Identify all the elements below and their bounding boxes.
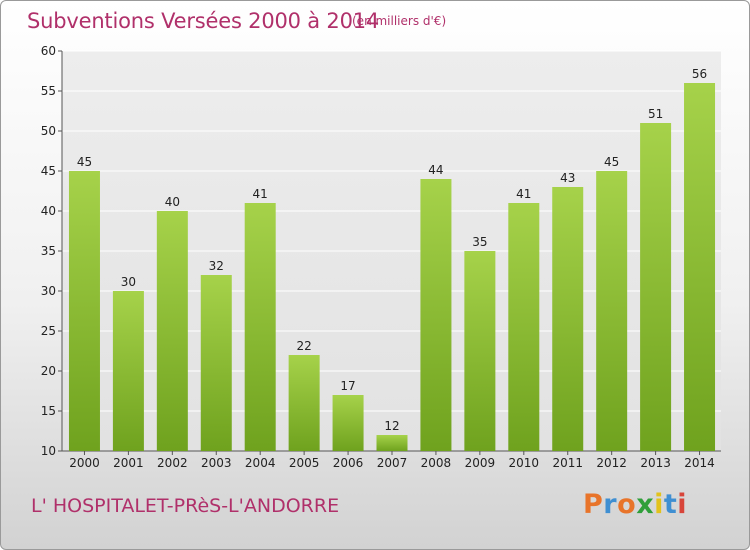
chart-unit: (en milliers d'€) (352, 14, 447, 28)
y-tick-label: 45 (41, 164, 56, 178)
logo-letter: t (663, 489, 678, 520)
bar (640, 123, 672, 451)
bar (244, 203, 276, 451)
x-tick-label: 2008 (421, 456, 452, 470)
logo-letter: i (677, 489, 688, 520)
bar (112, 291, 144, 451)
value-label: 35 (472, 235, 487, 249)
logo-letter: i (654, 489, 664, 520)
x-tick-label: 2011 (552, 456, 583, 470)
x-tick-label: 2009 (465, 456, 496, 470)
bar (420, 179, 452, 451)
value-label: 22 (296, 339, 311, 353)
bar (156, 211, 188, 451)
value-label: 12 (384, 419, 399, 433)
value-label: 45 (604, 155, 619, 169)
bar (288, 355, 320, 451)
x-tick-label: 2013 (640, 456, 671, 470)
value-label: 41 (253, 187, 268, 201)
bar (552, 187, 584, 451)
y-tick-label: 20 (41, 364, 56, 378)
value-label: 44 (428, 163, 443, 177)
x-tick-label: 2006 (333, 456, 364, 470)
value-label: 45 (77, 155, 92, 169)
y-tick-label: 35 (41, 244, 56, 258)
x-tick-label: 2005 (289, 456, 320, 470)
x-tick-label: 2007 (377, 456, 408, 470)
y-tick-label: 50 (41, 124, 56, 138)
y-tick-label: 30 (41, 284, 56, 298)
y-tick-label: 10 (41, 444, 56, 458)
y-tick-label: 60 (41, 44, 56, 58)
y-tick-label: 25 (41, 324, 56, 338)
y-tick-label: 55 (41, 84, 56, 98)
chart-title: Subventions Versées 2000 à 2014 (27, 9, 380, 33)
x-tick-label: 2002 (157, 456, 188, 470)
bar (200, 275, 232, 451)
x-tick-label: 2010 (509, 456, 540, 470)
value-label: 32 (209, 259, 224, 273)
value-label: 43 (560, 171, 575, 185)
value-label: 30 (121, 275, 136, 289)
bar (376, 435, 408, 451)
logo-letter: r (603, 489, 618, 520)
y-tick-label: 15 (41, 404, 56, 418)
logo-letter: o (617, 489, 637, 520)
value-label: 41 (516, 187, 531, 201)
commune-name: L' HOSPITALET-PRèS-L'ANDORRE (31, 495, 340, 517)
value-label: 56 (692, 67, 707, 81)
bar (596, 171, 628, 451)
bar (68, 171, 100, 451)
value-label: 40 (165, 195, 180, 209)
proxiti-logo: Proxiti (583, 489, 687, 520)
value-label: 51 (648, 107, 663, 121)
x-tick-label: 2001 (113, 456, 144, 470)
x-tick-label: 2003 (201, 456, 232, 470)
value-label: 17 (340, 379, 355, 393)
logo-letter: P (583, 489, 604, 520)
logo-letter: x (636, 489, 655, 520)
bar (332, 395, 364, 451)
x-tick-label: 2000 (69, 456, 100, 470)
x-tick-label: 2012 (596, 456, 627, 470)
bar (684, 83, 716, 451)
y-tick-label: 40 (41, 204, 56, 218)
x-tick-label: 2014 (684, 456, 715, 470)
x-tick-label: 2004 (245, 456, 276, 470)
bar (508, 203, 540, 451)
bar (464, 251, 496, 451)
